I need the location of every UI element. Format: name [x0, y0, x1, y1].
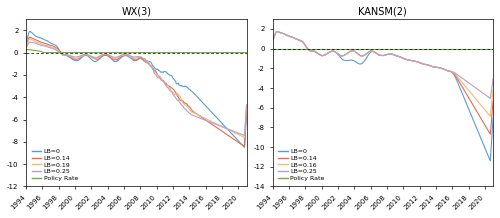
- Legend: LB=0, LB=0.14, LB=0.16, LB=0.25, Policy Rate: LB=0, LB=0.14, LB=0.16, LB=0.25, Policy …: [276, 146, 327, 183]
- Legend: LB=0, LB=0.14, LB=0.19, LB=0.25, Policy Rate: LB=0, LB=0.14, LB=0.19, LB=0.25, Policy …: [29, 146, 80, 183]
- Title: KANSM(2): KANSM(2): [358, 7, 407, 17]
- Title: WX(3): WX(3): [122, 7, 152, 17]
